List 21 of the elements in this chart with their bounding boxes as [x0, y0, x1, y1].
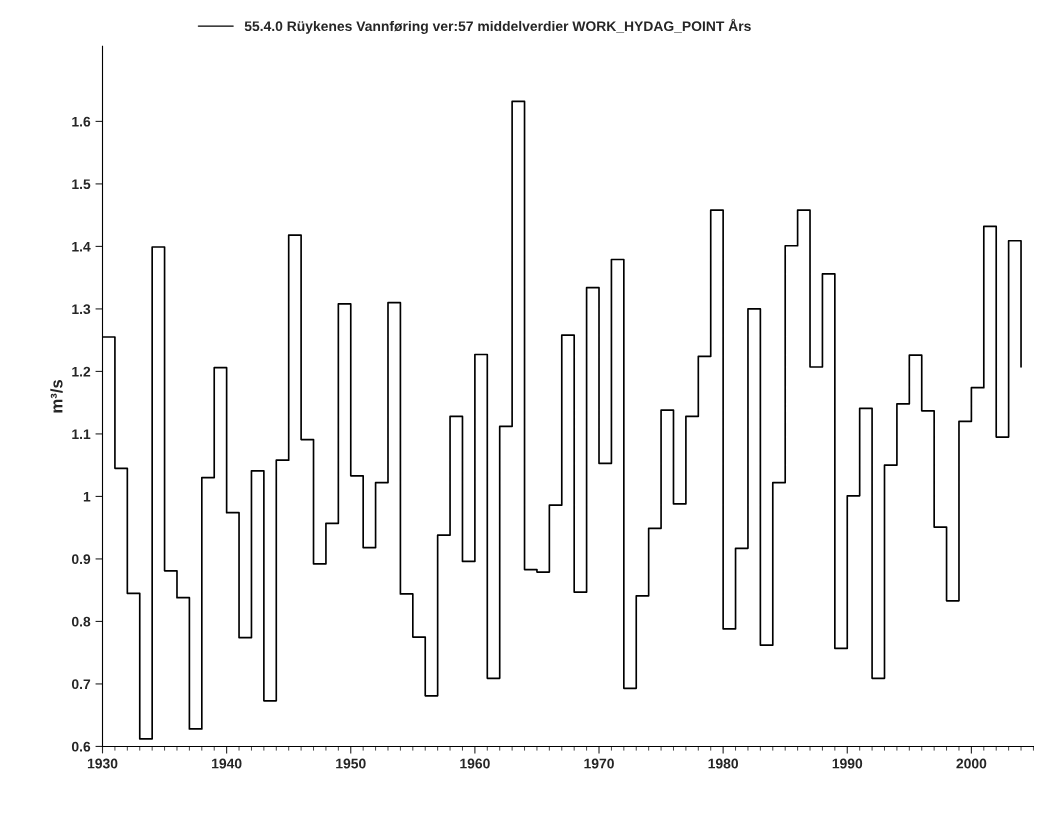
- x-tick-label: 1970: [584, 758, 614, 769]
- y-tick-label: 1: [83, 491, 91, 502]
- y-tick-label: 1.4: [72, 241, 91, 252]
- y-tick-label: 0.6: [71, 741, 91, 752]
- x-tick-label: 1950: [336, 758, 366, 769]
- legend-label: 55.4.0 Rüykenes Vannføring ver:57 middelverdier WORK_HYDAG_POINT Års: [244, 18, 751, 34]
- y-tick-label: 0.7: [71, 679, 91, 690]
- y-tick-label: 1.1: [72, 429, 91, 439]
- y-tick-label: 1.3: [72, 304, 91, 315]
- x-tick-label: 1980: [708, 758, 739, 769]
- x-tick-label: 1940: [212, 758, 242, 769]
- y-tick-label: 1.6: [72, 116, 91, 127]
- x-tick-label: 1990: [832, 758, 863, 769]
- y-tick-label: 1.5: [72, 179, 91, 190]
- x-tick-label: 1930: [87, 758, 118, 769]
- y-tick-label: 0.8: [71, 616, 91, 627]
- x-tick-label: 2000: [956, 758, 987, 769]
- x-tick-label: 1960: [460, 758, 490, 769]
- y-axis-title: m³/s: [50, 379, 63, 413]
- y-tick-label: 1.2: [72, 366, 91, 377]
- y-tick-label: 0.9: [71, 554, 91, 565]
